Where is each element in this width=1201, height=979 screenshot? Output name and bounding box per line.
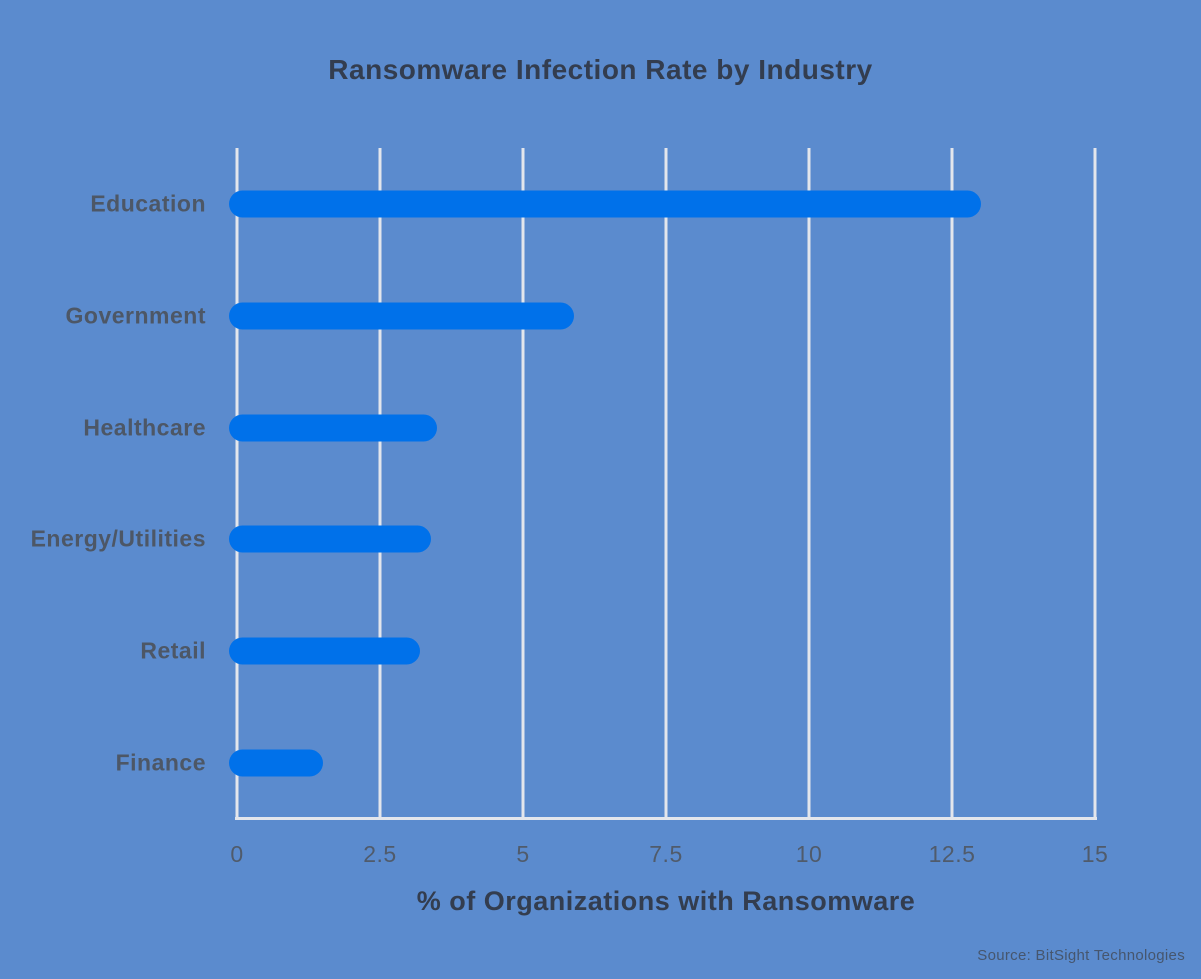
x-tick-label: 15 [1081, 841, 1109, 867]
gridline-x-12.5 [950, 148, 954, 819]
x-axis-label: % of Organizations with Ransomware [416, 886, 916, 916]
x-tick-label: 12.5 [928, 841, 976, 867]
bar-energy-utilities [229, 525, 432, 553]
category-label: Finance [115, 749, 206, 776]
chart-title: Ransomware Infection Rate by Industry [328, 54, 873, 85]
category-label: Healthcare [83, 414, 206, 441]
x-tick-label: 0 [230, 841, 244, 867]
plot-area: Education Government Healthcare Energy/Util… [31, 148, 1108, 867]
category-label: Energy/Utilities [30, 525, 206, 552]
source-note: Source: BitSight Technologies [977, 947, 1185, 964]
bar-row: Finance [116, 707, 1095, 819]
bar-finance [229, 749, 323, 777]
bar-education [229, 190, 981, 218]
x-axis-line [235, 817, 1097, 820]
bar-rows-group: Education Government Healthcare Energy/Util… [31, 148, 1095, 819]
gridline-x-7.5 [664, 148, 668, 819]
bar-row: Energy/Utilities [31, 483, 1095, 595]
gridline-x-2.5 [378, 148, 382, 819]
bar-row: Government [66, 260, 1095, 372]
bar-healthcare [229, 414, 438, 442]
x-tick-label: 5 [516, 841, 530, 867]
gridline-x-10 [807, 148, 811, 819]
gridline-x-15 [1093, 148, 1097, 819]
category-label: Government [65, 302, 206, 329]
bar-retail [229, 637, 421, 665]
x-tick-label: 2.5 [363, 841, 397, 867]
category-label: Retail [140, 637, 206, 664]
bar-government [229, 302, 575, 330]
x-tick-label: 10 [795, 841, 823, 867]
bar-row: Retail [140, 595, 1095, 707]
x-tick-label: 7.5 [649, 841, 683, 867]
bar-row: Education [90, 148, 1095, 260]
bar-row: Healthcare [83, 372, 1095, 484]
category-label: Education [90, 190, 206, 217]
gridline-x-5 [521, 148, 525, 819]
gridline-x-0 [235, 148, 239, 819]
